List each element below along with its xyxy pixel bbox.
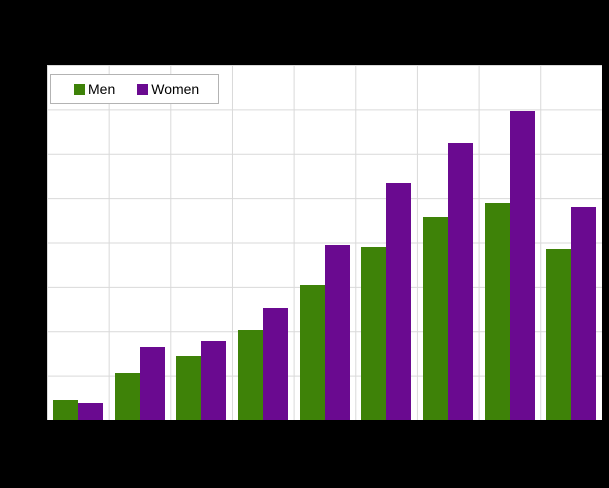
bar-group-4 <box>232 65 294 420</box>
men-bar <box>176 355 202 420</box>
men-legend-swatch <box>74 83 85 95</box>
plot-area: Men Women <box>47 65 602 420</box>
bar-group-6 <box>355 65 417 420</box>
women-bar <box>571 207 597 420</box>
women-bar <box>386 183 412 420</box>
women-legend-swatch <box>137 83 149 95</box>
bar-group-3 <box>170 65 232 420</box>
bar-group-7 <box>417 65 479 420</box>
bar-group-1 <box>47 65 109 420</box>
legend-item-men: Men <box>74 82 115 96</box>
men-bar <box>237 329 263 420</box>
bar-group-8 <box>479 65 541 420</box>
women-bar <box>77 402 103 420</box>
men-bar <box>114 372 140 420</box>
men-bar <box>484 203 510 420</box>
men-bar <box>361 246 387 420</box>
women-bar <box>509 110 535 420</box>
bar-group-9 <box>540 65 602 420</box>
bars-container <box>47 65 602 420</box>
women-bar <box>262 308 288 420</box>
legend: Men Women <box>50 74 219 104</box>
men-bar <box>422 216 448 420</box>
women-legend-label: Women <box>151 81 200 97</box>
women-bar <box>139 346 165 420</box>
men-bar <box>546 248 572 420</box>
men-legend-label: Men <box>88 81 116 97</box>
women-bar <box>201 340 227 420</box>
men-bar <box>299 285 325 420</box>
women-bar <box>324 245 350 420</box>
women-bar <box>447 143 473 420</box>
men-bar <box>52 399 78 420</box>
bar-group-5 <box>294 65 356 420</box>
bar-group-2 <box>109 65 171 420</box>
legend-item-women: Women <box>137 82 199 96</box>
